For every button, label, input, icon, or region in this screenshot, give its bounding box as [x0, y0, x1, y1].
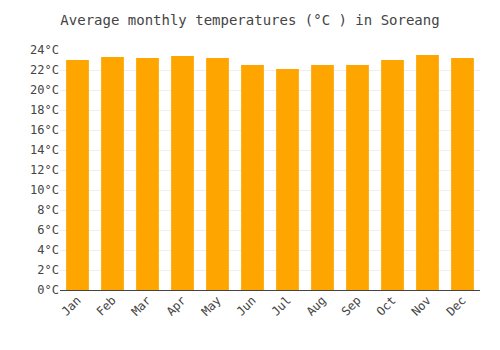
svg-text:Aug: Aug: [304, 293, 329, 318]
svg-text:4°C: 4°C: [37, 243, 59, 257]
svg-text:2°C: 2°C: [37, 263, 59, 277]
svg-text:May: May: [199, 293, 224, 318]
svg-text:Feb: Feb: [94, 293, 119, 318]
svg-text:Average monthly temperatures (: Average monthly temperatures (°C ) in So…: [60, 12, 439, 28]
svg-text:8°C: 8°C: [37, 203, 59, 217]
svg-text:Apr: Apr: [164, 293, 189, 318]
svg-text:20°C: 20°C: [30, 83, 59, 97]
svg-text:Jan: Jan: [59, 293, 84, 318]
svg-text:0°C: 0°C: [37, 283, 59, 297]
svg-text:14°C: 14°C: [30, 143, 59, 157]
svg-text:10°C: 10°C: [30, 183, 59, 197]
svg-text:Sep: Sep: [339, 293, 364, 318]
svg-text:12°C: 12°C: [30, 163, 59, 177]
svg-text:Dec: Dec: [444, 293, 469, 318]
svg-text:Jul: Jul: [269, 293, 294, 318]
svg-text:Mar: Mar: [129, 293, 154, 318]
svg-text:18°C: 18°C: [30, 103, 59, 117]
svg-text:24°C: 24°C: [30, 43, 59, 57]
svg-text:16°C: 16°C: [30, 123, 59, 137]
svg-text:Oct: Oct: [374, 293, 399, 318]
svg-text:Jun: Jun: [234, 293, 259, 318]
svg-text:6°C: 6°C: [37, 223, 59, 237]
svg-text:Nov: Nov: [409, 293, 434, 318]
svg-text:22°C: 22°C: [30, 63, 59, 77]
